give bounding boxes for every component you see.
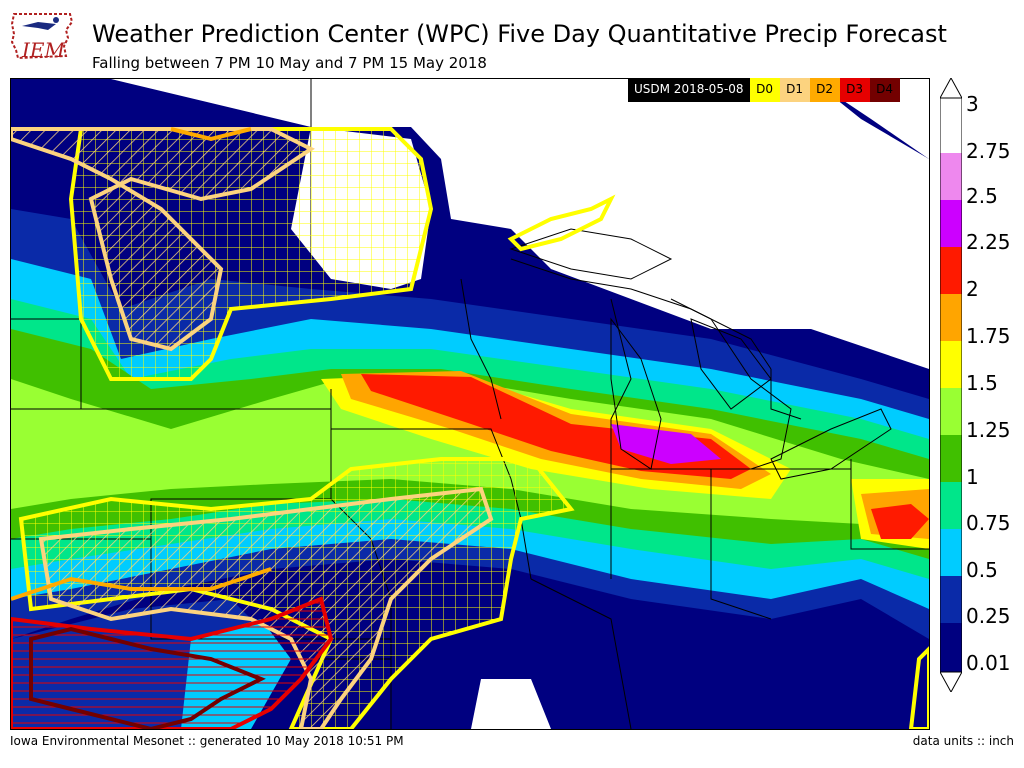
colorbar-tick-1-25: 1.25 — [966, 418, 1011, 442]
colorbar-tick-1: 1 — [966, 465, 979, 489]
colorbar-tick-0-25: 0.25 — [966, 604, 1011, 628]
logo-text: IEM — [22, 38, 65, 62]
drought-legend-d2: D2 — [809, 78, 840, 102]
colorbar-tick-3: 3 — [966, 92, 979, 116]
colorbar-tick-0-01: 0.01 — [966, 651, 1011, 675]
no-precip-area-north — [311, 79, 929, 369]
colorbar-tick-0-75: 0.75 — [966, 511, 1011, 535]
precip-map — [10, 78, 930, 730]
drought-legend-d1: D1 — [779, 78, 810, 102]
drought-legend-d0: D0 — [749, 78, 780, 102]
drought-d1-south-area — [38, 486, 494, 729]
drought-legend-d4: D4 — [869, 78, 900, 102]
colorbar-tick-2-25: 2.25 — [966, 230, 1011, 254]
footer-units: data units :: inch — [912, 734, 1014, 748]
colorbar-tick-0-5: 0.5 — [966, 558, 998, 582]
colorbar-tick-1-75: 1.75 — [966, 324, 1011, 348]
colorbar-svg — [939, 76, 963, 694]
footer-credit: Iowa Environmental Mesonet :: generated … — [10, 734, 404, 748]
drought-legend-label: USDM 2018-05-08 — [628, 78, 750, 102]
drought-d4-area — [29, 626, 266, 729]
drought-d2-north-line — [170, 127, 252, 142]
drought-legend-d3: D3 — [839, 78, 870, 102]
map-subtitle: Falling between 7 PM 10 May and 7 PM 15 … — [92, 54, 487, 72]
colorbar-tick-2-75: 2.75 — [966, 139, 1011, 163]
colorbar-tick-2-5: 2.5 — [966, 184, 998, 208]
iem-logo: IEM — [8, 8, 76, 68]
drought-d2-south-line — [11, 567, 272, 601]
drought-legend: USDM 2018-05-08 D0 D1 D2 D3 D4 — [628, 78, 900, 102]
drought-d1-north-area — [11, 127, 315, 352]
iowa-outline-icon — [10, 13, 74, 60]
precip-map-svg — [11, 79, 929, 729]
map-title: Weather Prediction Center (WPC) Five Day… — [92, 20, 947, 48]
drought-d0-upper-michigan — [507, 194, 616, 252]
drought-d0-east-edge — [908, 646, 929, 729]
no-precip-area-south — [471, 679, 551, 729]
colorbar-tick-2: 2 — [966, 277, 979, 301]
precip-band-225 — [611, 424, 721, 464]
precip-band-2-east — [871, 504, 929, 539]
precip-colorbar — [939, 76, 963, 694]
great-lakes-outline — [509, 228, 892, 480]
colorbar-tick-1-5: 1.5 — [966, 371, 998, 395]
drought-d3-area — [11, 596, 334, 729]
